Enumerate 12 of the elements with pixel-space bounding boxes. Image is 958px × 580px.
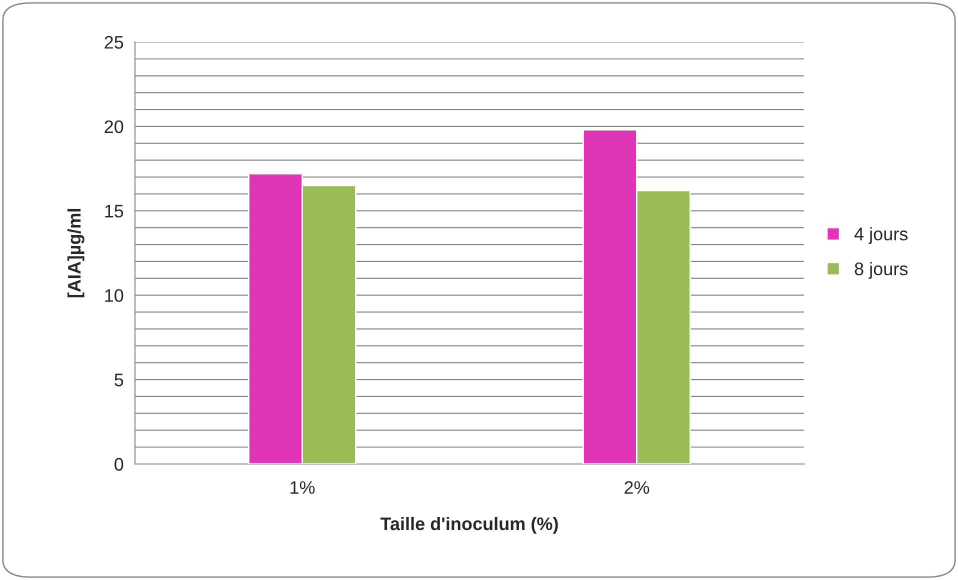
y-tick-label: 15 xyxy=(105,204,124,218)
x-tick-label: 1% xyxy=(290,481,315,494)
x-tick-label: 2% xyxy=(624,481,650,494)
legend-label: 8 jours xyxy=(854,262,908,279)
x-axis-title: Taille d'inoculum (%) xyxy=(380,516,558,534)
legend-label: 4 jours xyxy=(854,227,908,244)
y-axis-title: [AIA]µg/ml xyxy=(67,208,84,298)
y-tick-label: 20 xyxy=(104,120,124,134)
y-tick-label: 25 xyxy=(104,36,124,49)
y-tick-label: 0 xyxy=(114,458,124,471)
y-tick-label: 10 xyxy=(105,289,124,302)
y-tick-label: 5 xyxy=(114,374,124,386)
